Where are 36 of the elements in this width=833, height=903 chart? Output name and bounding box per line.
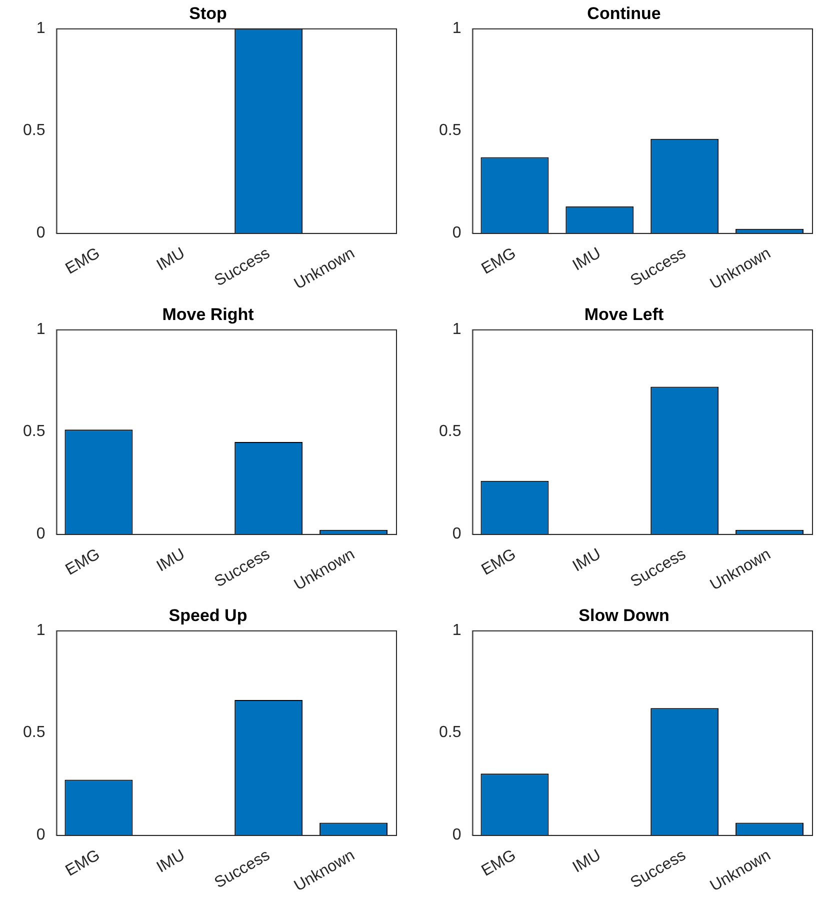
chart-title: Stop [189, 4, 227, 23]
x-tick-label: IMU [154, 244, 188, 274]
y-tick-label: 1 [452, 20, 462, 37]
chart-title: Move Right [162, 304, 254, 324]
y-tick-label: 0 [452, 224, 462, 242]
x-tick-label: IMU [570, 244, 604, 274]
y-tick-label: 0 [36, 826, 46, 844]
x-tick-label: EMG [62, 846, 103, 880]
y-tick-label: 0.5 [22, 724, 46, 742]
y-tick-label: 0.5 [438, 122, 462, 140]
chart-title: Speed Up [168, 606, 248, 625]
chart-title: Move Left [584, 304, 664, 324]
y-tick-label: 1 [452, 320, 462, 338]
y-tick-label: 0 [36, 224, 46, 242]
x-tick-label: EMG [62, 546, 103, 579]
x-tick-label: EMG [478, 244, 519, 278]
y-tick-label: 1 [452, 622, 462, 639]
y-tick-label: 0 [452, 826, 462, 844]
x-tick-label: EMG [62, 244, 103, 278]
y-tick-label: 0 [36, 525, 46, 542]
y-tick-label: 0.5 [22, 423, 46, 440]
y-tick-label: 0.5 [22, 122, 46, 140]
chart-title: Slow Down [578, 606, 670, 625]
x-tick-label: IMU [154, 846, 188, 876]
y-tick-label: 1 [36, 20, 46, 37]
y-tick-label: 1 [36, 622, 46, 639]
x-tick-label: EMG [478, 546, 519, 579]
y-tick-label: 0.5 [438, 423, 462, 440]
x-tick-label: IMU [570, 846, 604, 876]
y-tick-label: 0 [452, 525, 462, 542]
x-tick-label: IMU [570, 546, 604, 576]
y-tick-label: 0.5 [438, 724, 462, 742]
x-tick-label: IMU [154, 546, 188, 576]
x-tick-label: EMG [478, 846, 519, 880]
chart-title: Continue [587, 4, 661, 23]
y-tick-label: 1 [36, 320, 46, 338]
